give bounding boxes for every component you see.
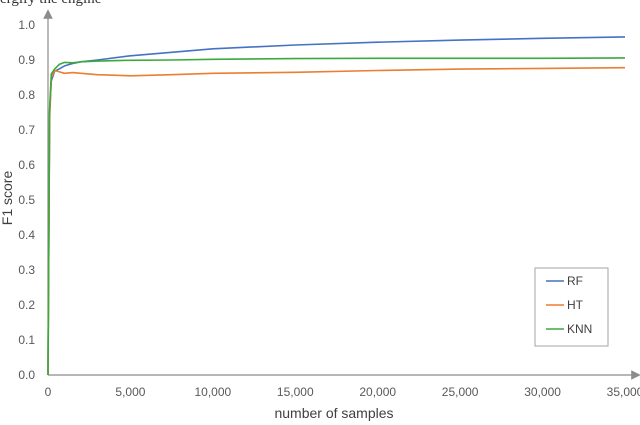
- y-tick-label: 0.9: [18, 53, 35, 67]
- x-tick-label: 5,000: [115, 385, 145, 399]
- cropped-caption-text: ergify the engine: [0, 0, 640, 22]
- cropped-caption-fragment: ergify the engine: [0, 0, 101, 8]
- y-tick-label: 0.2: [18, 298, 35, 312]
- series-lines: [47, 36, 626, 376]
- series-line-ht: [47, 66, 626, 376]
- x-tick-label: 25,000: [442, 385, 479, 399]
- legend: RF HT KNN: [534, 267, 609, 347]
- legend-label-ht: HT: [567, 298, 584, 312]
- y-tick-label: 0.1: [18, 333, 35, 347]
- x-tick-label: 10,000: [195, 385, 232, 399]
- x-tick-label: 15,000: [277, 385, 314, 399]
- y-axis-ticks: 0.0 0.1 0.2 0.3 0.4 0.5 0.6 0.7 0.8 0.9 1.0: [18, 18, 35, 382]
- y-tick-label: 0.3: [18, 263, 35, 277]
- legend-label-knn: KNN: [567, 322, 592, 336]
- x-tick-label: 0: [45, 385, 52, 399]
- x-tick-label: 35,000: [607, 385, 640, 399]
- y-tick-label: 0.8: [18, 88, 35, 102]
- x-tick-label: 20,000: [359, 385, 396, 399]
- x-axis-title: number of samples: [274, 405, 393, 421]
- y-tick-label: 0.0: [18, 368, 35, 382]
- y-tick-label: 1.0: [18, 18, 35, 32]
- y-tick-label: 0.7: [18, 123, 35, 137]
- y-tick-label: 0.5: [18, 193, 35, 207]
- x-tick-label: 30,000: [524, 385, 561, 399]
- series-line-knn: [47, 57, 626, 376]
- legend-label-rf: RF: [567, 274, 583, 288]
- x-axis-ticks: 0 5,000 10,000 15,000 20,000 25,000 30,000 35,0…: [45, 385, 640, 399]
- y-axis-title: F1 score: [0, 171, 15, 226]
- y-tick-label: 0.6: [18, 158, 35, 172]
- y-tick-label: 0.4: [18, 228, 35, 242]
